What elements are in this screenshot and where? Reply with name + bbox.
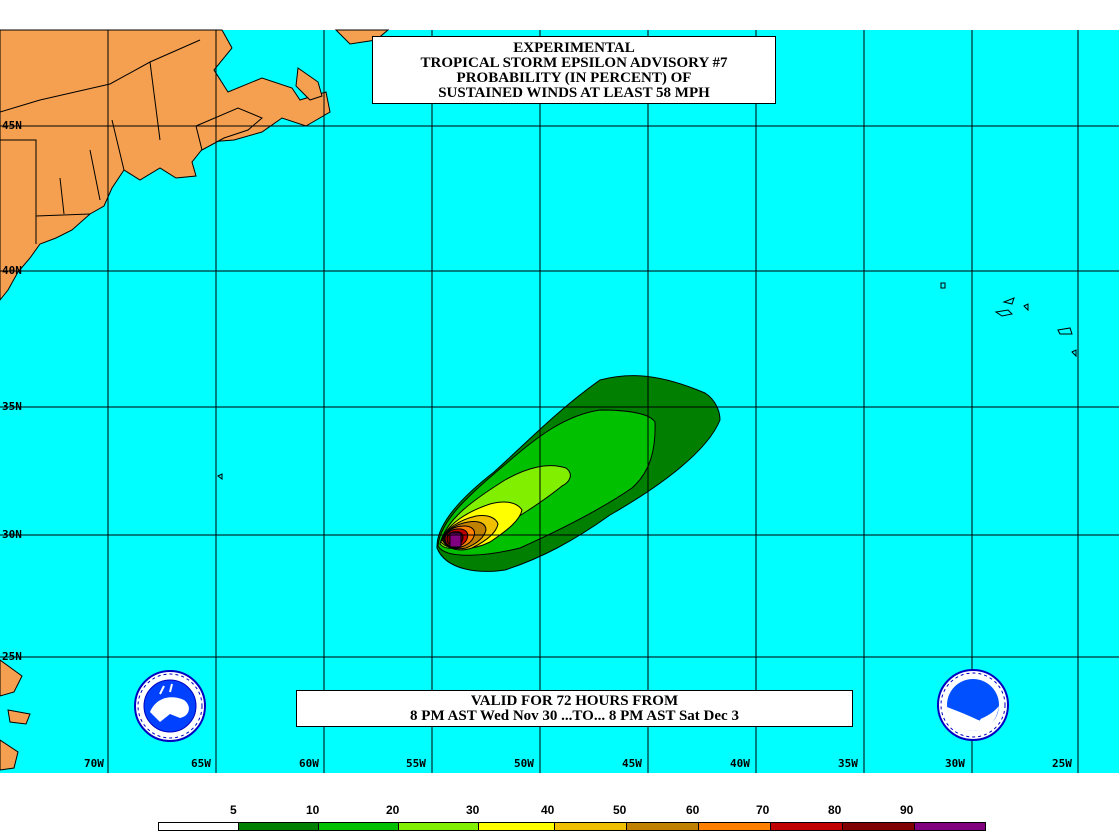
lon-label: 35W [838,757,858,770]
legend-swatch [914,822,986,831]
lon-label: 60W [299,757,319,770]
lon-label: 40W [730,757,750,770]
state-borders [0,39,201,244]
lat-label: 40N [2,264,22,277]
title-line-2: TROPICAL STORM EPSILON ADVISORY #7 [420,55,728,71]
lat-label: 35N [2,400,22,413]
azores-islands [217,282,1077,480]
lon-label: 25W [1052,757,1072,770]
lon-label: 30W [945,757,965,770]
legend-swatch [398,822,478,831]
legend-threshold: 80 [828,803,842,817]
lat-label: 30N [2,528,22,541]
lon-label: 50W [514,757,534,770]
nws-seal-icon [134,670,206,742]
legend-threshold: 10 [306,803,320,817]
legend-swatch [842,822,914,831]
legend-threshold: 90 [900,803,914,817]
title-line-3: PROBABILITY (IN PERCENT) OF [456,70,692,86]
legend-threshold: 70 [756,803,770,817]
noaa-seal-icon [937,669,1009,741]
legend-swatch [554,822,626,831]
legend-threshold: 20 [386,803,400,817]
contour-max [449,532,462,548]
valid-line-1: VALID FOR 72 HOURS FROM [470,693,679,709]
legend-swatch [770,822,842,831]
legend-swatch [478,822,554,831]
legend-swatch [626,822,698,831]
valid-period-box: VALID FOR 72 HOURS FROM 8 PM AST Wed Nov… [296,690,853,727]
probability-contours [436,375,721,572]
legend-swatch [698,822,770,831]
legend-swatch [318,822,398,831]
map-title: EXPERIMENTAL TROPICAL STORM EPSILON ADVI… [372,36,776,104]
title-line-4: SUSTAINED WINDS AT LEAST 58 MPH [438,85,710,101]
lat-label: 45N [2,119,22,132]
legend-threshold: 30 [466,803,480,817]
legend-threshold: 40 [541,803,555,817]
lon-label: 70W [84,757,104,770]
legend-threshold: 60 [686,803,700,817]
legend-swatch [158,822,238,831]
valid-line-2: 8 PM AST Wed Nov 30 ...TO... 8 PM AST Sa… [410,708,739,724]
lon-label: 45W [622,757,642,770]
legend-swatch [238,822,318,831]
legend-threshold: 50 [613,803,627,817]
lon-label: 55W [406,757,426,770]
legend-threshold: 5 [230,803,237,817]
lat-label: 25N [2,650,22,663]
title-line-1: EXPERIMENTAL [513,40,635,56]
land-north-america [0,29,390,771]
lon-label: 65W [191,757,211,770]
lat-lon-grid [0,30,1119,773]
